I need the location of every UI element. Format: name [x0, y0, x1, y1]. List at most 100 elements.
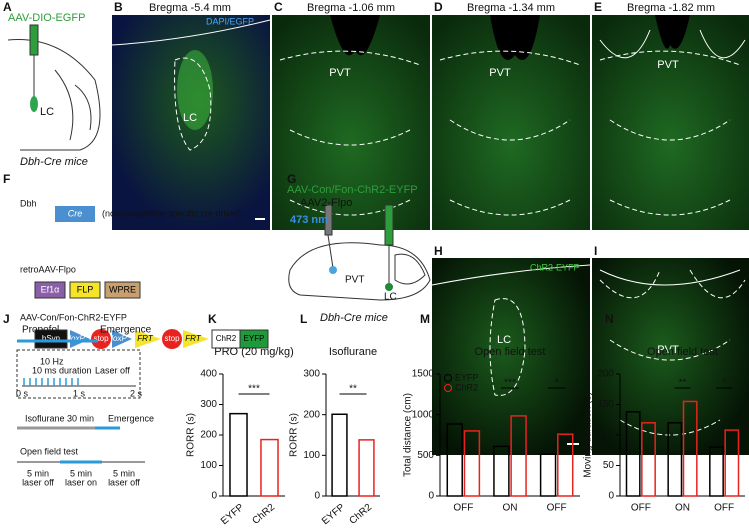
bar	[641, 422, 656, 497]
label: loxP	[111, 334, 127, 343]
zoom-box	[16, 349, 141, 399]
y-tick-label: 200	[303, 409, 320, 420]
x-tick-label: ChR2	[347, 502, 374, 527]
panel-letter: L	[300, 312, 307, 326]
element	[112, 330, 132, 348]
sig-label: **	[679, 378, 687, 389]
panel-letter: C	[274, 0, 283, 14]
element	[239, 329, 269, 349]
y-tick-label: 1000	[412, 409, 435, 420]
y-tick-label: 100	[200, 460, 217, 471]
element	[91, 329, 111, 349]
label: 10 Hz	[40, 356, 64, 366]
label: LC	[40, 106, 54, 118]
label: PVT	[489, 67, 511, 79]
y-tick-label: 200	[597, 369, 614, 380]
label: laser off	[108, 477, 140, 487]
label: loxP	[69, 334, 85, 343]
element	[162, 329, 182, 349]
label: EYFP	[244, 334, 265, 343]
legend-marker	[444, 374, 452, 382]
label: Bregma -1.06 mm	[307, 2, 395, 14]
y-tick-label: 150	[597, 399, 614, 410]
label: 1 s	[73, 388, 86, 398]
label: ChR2-EYFP	[530, 262, 580, 272]
legend-label: ChR2	[455, 382, 478, 392]
label: stop	[93, 334, 109, 343]
label: 0 s	[16, 388, 29, 398]
x-tick-label: OFF	[453, 503, 473, 514]
label: 5 min	[27, 468, 49, 478]
y-tick-label: 400	[200, 369, 217, 380]
label: 5 min	[70, 468, 92, 478]
panel-letter: N	[605, 312, 614, 326]
label: Propofol	[22, 325, 59, 336]
y-axis-label: Total distance (cm)	[403, 393, 414, 477]
label: 2 s	[130, 388, 143, 398]
label: retroAAV-Flpo	[20, 264, 76, 274]
element	[34, 281, 66, 299]
sig-label: ***	[248, 384, 260, 395]
cre-box	[55, 206, 95, 222]
panel-letter: E	[594, 0, 602, 14]
y-tick-label: 300	[200, 399, 217, 410]
bar	[539, 453, 557, 497]
chart-title: PRO (20 mg/kg)	[214, 346, 293, 358]
panel-letter: F	[3, 172, 10, 186]
y-tick-label: 200	[200, 430, 217, 441]
panel-letter: J	[3, 312, 10, 326]
y-tick-label: 500	[417, 450, 434, 461]
label: hSyn	[42, 334, 60, 343]
label: LC	[183, 112, 197, 124]
sig-label: **	[349, 384, 357, 395]
x-tick-label: EYFP	[219, 502, 246, 527]
bar	[709, 446, 724, 497]
element	[70, 330, 90, 348]
label: ChR2	[216, 334, 237, 343]
bar	[682, 400, 698, 497]
label: Bregma -1.34 mm	[467, 2, 555, 14]
label: Isoflurane 30 min	[25, 413, 94, 423]
y-axis-label: RORR (s)	[289, 413, 300, 457]
panel-letter: K	[208, 312, 217, 326]
panel-letter: D	[434, 0, 443, 14]
label: Open field test	[20, 446, 79, 456]
element	[34, 329, 68, 349]
micrographs	[111, 15, 749, 455]
label: PVT	[345, 275, 364, 286]
label: FRT	[137, 334, 154, 343]
label: 10 ms duration	[32, 365, 92, 375]
label: WPRE	[109, 284, 136, 294]
label: Bregma -5.4 mm	[149, 2, 231, 14]
bar	[493, 445, 510, 497]
y-tick-label: 0	[428, 491, 434, 502]
y-tick-label: 1500	[412, 369, 435, 380]
y-tick-label: 100	[597, 430, 614, 441]
y-tick-label: 300	[303, 369, 320, 380]
bar	[510, 415, 527, 497]
element	[135, 330, 161, 348]
label: PVT	[657, 344, 679, 356]
schematics	[7, 24, 431, 301]
y-tick-label: 0	[211, 491, 217, 502]
panel-letter: H	[434, 244, 443, 258]
label: Dbh-Cre mice	[320, 312, 388, 324]
label: Laser off	[95, 365, 130, 375]
label: Emergence	[108, 413, 154, 423]
y-tick-label: 0	[314, 491, 320, 502]
x-tick-label: OFF	[547, 503, 567, 514]
sig-label: *	[722, 378, 726, 389]
label: AAV-Con/Fon-ChR2-EYFP	[20, 312, 127, 322]
label: 473 nm	[290, 214, 328, 226]
label: 5 min	[113, 468, 135, 478]
label: Emergence	[100, 325, 152, 336]
x-tick-label: ON	[503, 503, 518, 514]
label: PVT	[329, 67, 351, 79]
label: PVT	[657, 59, 679, 71]
label: Dbh-Cre mice	[20, 156, 88, 168]
panel-letter: M	[420, 312, 430, 326]
bar	[358, 439, 375, 497]
panel-letter: A	[3, 0, 12, 14]
bar	[260, 438, 279, 497]
label: Bregma -1.82 mm	[627, 2, 715, 14]
